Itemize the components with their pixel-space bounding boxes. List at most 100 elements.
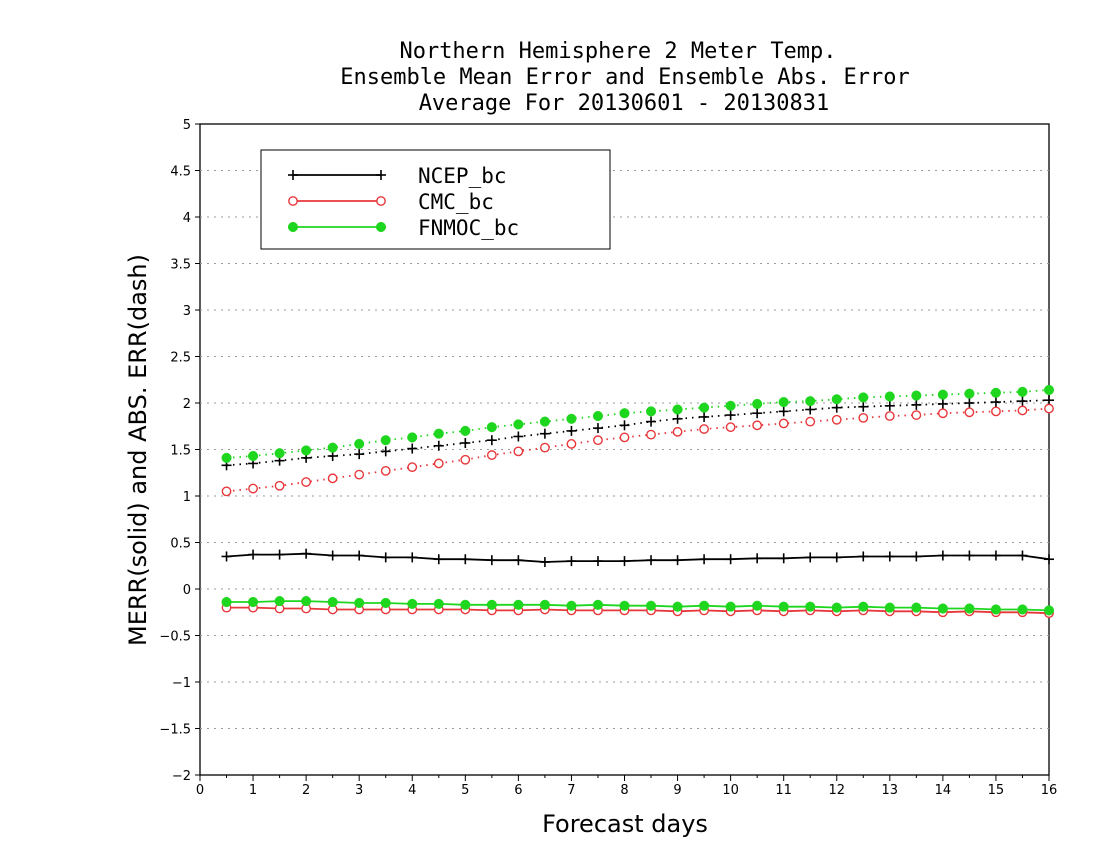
data-point	[619, 600, 630, 611]
data-point	[752, 398, 763, 409]
data-point	[884, 411, 895, 421]
data-point	[911, 602, 922, 613]
data-point	[407, 443, 418, 454]
legend-marker-end	[376, 170, 386, 180]
data-point	[433, 428, 444, 439]
data-point	[937, 408, 948, 419]
data-point	[1044, 554, 1054, 565]
data-point	[858, 601, 869, 612]
series-fnmoc-bc-solid	[221, 596, 1055, 616]
data-point	[1043, 605, 1055, 616]
y-tick-label: 0	[183, 583, 191, 598]
data-point	[805, 396, 816, 407]
data-point	[964, 407, 975, 418]
y-tick-label: 1	[183, 490, 191, 505]
data-point	[539, 599, 550, 610]
data-point	[672, 555, 683, 566]
y-tick-label: 3	[183, 304, 191, 319]
data-point	[327, 550, 338, 561]
data-point	[884, 391, 895, 402]
series-ncep-bc-solid	[221, 548, 1054, 568]
legend-marker-end	[376, 196, 386, 206]
data-point	[433, 554, 444, 565]
data-point	[672, 601, 683, 612]
series-ncep-bc-dotted	[221, 395, 1054, 471]
data-point	[619, 420, 630, 431]
data-point	[911, 399, 922, 410]
data-point	[964, 398, 975, 408]
data-point	[831, 394, 842, 405]
data-point	[539, 557, 550, 568]
y-axis-label: MERR(solid) and ABS. ERR(dash)	[124, 254, 152, 646]
data-point	[593, 435, 603, 446]
data-point	[539, 428, 550, 439]
data-point	[884, 400, 895, 411]
x-tick-label: 5	[461, 783, 469, 798]
legend-box	[260, 149, 611, 250]
data-point	[274, 596, 285, 607]
data-point	[513, 431, 524, 442]
series-line	[226, 389, 1050, 459]
data-point	[460, 425, 471, 436]
x-tick-label: 0	[196, 783, 204, 798]
data-point	[433, 440, 444, 451]
series-fnmoc-bc-dotted	[221, 384, 1055, 463]
x-tick-label: 13	[882, 783, 899, 798]
data-point	[1017, 396, 1028, 407]
data-point	[884, 551, 895, 562]
data-point	[725, 400, 736, 411]
legend-label: NCEP_bc	[418, 164, 507, 188]
data-point	[592, 410, 604, 422]
data-point	[486, 450, 497, 460]
data-point	[672, 404, 683, 415]
data-point	[619, 432, 630, 443]
y-tick-label: −1	[172, 676, 191, 691]
legend-label: CMC_bc	[418, 190, 494, 214]
y-tick-label: 2.5	[170, 351, 191, 366]
data-point	[327, 596, 338, 608]
data-point	[964, 603, 975, 614]
data-point	[831, 552, 842, 563]
data-point	[248, 549, 259, 560]
x-tick-label: 12	[828, 783, 845, 798]
x-tick-label: 1	[249, 783, 257, 798]
data-point	[805, 416, 816, 427]
x-tick-label: 9	[673, 783, 681, 798]
data-point	[858, 412, 869, 423]
data-point	[513, 419, 524, 430]
y-tick-label: 1.5	[170, 444, 191, 459]
data-point	[619, 556, 630, 567]
data-point	[778, 397, 789, 408]
y-tick-label: −2	[172, 769, 191, 784]
y-tick-label: 5	[183, 118, 191, 133]
data-point	[380, 597, 391, 609]
data-point	[486, 422, 497, 433]
data-point	[380, 446, 391, 457]
x-tick-label: 16	[1041, 783, 1058, 798]
y-tick-label: 4.5	[170, 165, 191, 180]
data-point	[301, 548, 312, 559]
x-tick-label: 4	[408, 783, 416, 798]
data-point	[911, 390, 922, 401]
data-point	[248, 450, 259, 462]
x-tick-label: 14	[935, 783, 952, 798]
data-point	[699, 554, 710, 565]
data-point	[805, 601, 816, 612]
data-point	[221, 596, 232, 608]
x-tick-label: 7	[567, 783, 575, 798]
data-point	[990, 550, 1001, 561]
data-point	[778, 553, 789, 564]
data-point	[301, 477, 312, 487]
series-line	[226, 552, 1050, 563]
data-point	[327, 473, 338, 484]
legend-marker-start	[287, 221, 299, 233]
data-point	[1017, 386, 1028, 397]
y-tick-label: 4	[183, 211, 191, 226]
data-point	[752, 600, 763, 611]
data-point	[937, 389, 948, 400]
data-point	[513, 599, 524, 610]
data-point	[911, 551, 922, 562]
data-point	[1043, 384, 1055, 396]
data-point	[646, 555, 657, 566]
